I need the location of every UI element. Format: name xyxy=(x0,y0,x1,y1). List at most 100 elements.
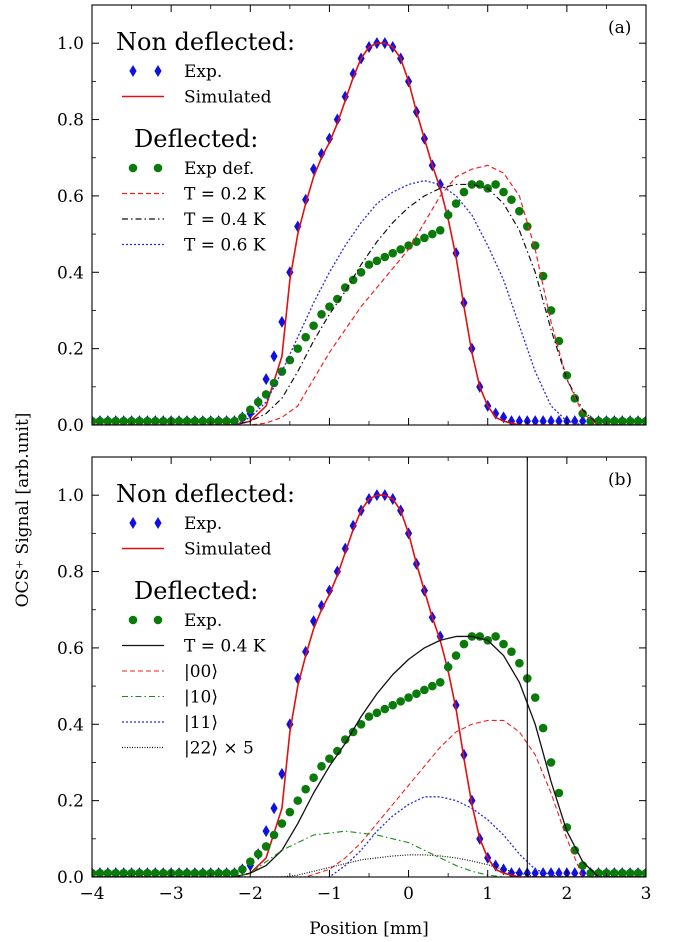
panel-b-series-exp-point-22 xyxy=(262,825,270,838)
panel-b-ytick-label-4: 0.8 xyxy=(57,563,84,583)
panel-b-series-exp-point-62 xyxy=(579,867,587,877)
panel-a-series-exp_def-point-45 xyxy=(443,210,453,220)
panel-b-xtick-label-3: −1 xyxy=(317,884,342,904)
panel-b-series-exp_def-point-45 xyxy=(443,662,453,672)
panel-b-series-exp_def-point-19 xyxy=(238,865,247,874)
panel-a-series-exp_def-point-32 xyxy=(340,283,350,292)
panel-a-series-exp_def-point-40 xyxy=(404,241,413,250)
panel-a-series-exp_def-point-5 xyxy=(127,416,136,425)
panel-a-legend-entry-1-3-label: T = 0.6 K xyxy=(184,236,266,256)
panel-b-legend-entry-0-0-swatch-point-0 xyxy=(129,517,137,529)
panel-a-series-exp_def-point-25 xyxy=(285,355,295,365)
panel-b-series-exp_def-point-18 xyxy=(230,868,239,877)
panel-b-series-exp_def-point-67 xyxy=(617,868,627,877)
panel-b-series-exp_def-point-40 xyxy=(404,693,413,702)
panel-b-series-s00-line xyxy=(92,719,646,877)
panel-a-legend-entry-1-0: Exp def. xyxy=(128,159,254,179)
panel-b-xtick-label-7: 3 xyxy=(641,884,652,904)
panel-a-series-exp-point-62 xyxy=(579,415,587,425)
panel-b-series-exp_def-point-22 xyxy=(261,842,271,851)
y-axis-title: OCS⁺ Signal [arb.unit] xyxy=(13,413,33,608)
panel-b-series-exp-point-25 xyxy=(286,718,294,731)
panel-b-series-t04-line xyxy=(92,635,646,877)
panel-b-legend-entry-1-4: |11⟩ xyxy=(122,713,218,733)
panel-b-series-exp_def-point-15 xyxy=(206,868,216,877)
panel-a-legend: Non deflected: Exp. Simulated Deflected: Exp… xyxy=(116,28,295,256)
panel-b-label: (b) xyxy=(608,470,632,490)
panel-b-legend-group-title-0: Non deflected: xyxy=(116,480,295,508)
panel-b-ytick-label-3: 0.6 xyxy=(57,639,84,659)
panel-b-legend-entry-1-4-label: |11⟩ xyxy=(184,713,218,733)
panel-a-legend-entry-0-1-label: Simulated xyxy=(184,88,272,108)
panel-b-series-exp_def-point-27 xyxy=(301,784,310,794)
panel-a-series-exp_def-point-55 xyxy=(522,222,532,231)
panel-a-series-exp-point-51 xyxy=(492,407,500,420)
panel-a-series-exp_def-point-19 xyxy=(238,413,247,422)
panel-b-series-exp_def-point-37 xyxy=(380,704,390,714)
panel-b-series-exp-point-23 xyxy=(270,802,278,815)
panel-a-legend-entry-1-0-swatch-point-0 xyxy=(128,163,138,173)
panel-b-series-exp_def-point-1 xyxy=(95,868,105,877)
panel-a-series-simulated-line xyxy=(92,42,646,425)
panel-b-legend-entry-1-3: |10⟩ xyxy=(122,688,218,708)
panel-a-series-exp_def-point-20 xyxy=(245,405,255,415)
panel-b-series-exp_def-point-12 xyxy=(182,868,192,877)
panel-b-series-exp-point-30 xyxy=(325,584,334,597)
panel-a-ytick-label-4: 0.8 xyxy=(57,111,84,131)
panel-a-series-exp_def-point-53 xyxy=(507,195,516,205)
panel-a-series-exp_def-point-15 xyxy=(206,416,216,425)
panel-b-chart: 0.0 0.2 0.4 0.6 0.8 1.0 −4 −3 −2 −1 0 1 2 3 (b) Non def… xyxy=(57,456,652,904)
panel-a-series-exp_def-point-42 xyxy=(420,233,429,243)
panel-a-series-exp_def-point-21 xyxy=(253,397,263,407)
panel-b-ytick-label-0: 0.0 xyxy=(57,868,84,888)
panel-a-legend-entry-0-0: Exp. xyxy=(129,62,222,82)
panel-b-ytick-label-5: 1.0 xyxy=(57,486,84,506)
panel-a-series-exp-point-58 xyxy=(547,415,555,425)
panel-a-series-exp_def-point-1 xyxy=(95,416,105,425)
panel-b-series-exp_def-point-25 xyxy=(285,807,295,817)
panel-b-legend-entry-0-0: Exp. xyxy=(129,514,222,534)
panel-b-series-exp_def-point-34 xyxy=(356,719,366,729)
panel-b-legend-entry-1-2-label: |00⟩ xyxy=(184,662,218,682)
panel-b-series-exp_def-point-56 xyxy=(530,693,540,702)
panel-b-series-exp_def-point-35 xyxy=(364,712,374,721)
panel-b-series-exp_def-point-58 xyxy=(546,758,556,767)
panel-b-series-exp-point-59 xyxy=(555,867,563,877)
panel-b-legend-entry-1-5: |22⟩ × 5 xyxy=(122,739,254,759)
panel-a-ytick-label-3: 0.6 xyxy=(57,187,84,207)
panel-a-series-exp_def-point-44 xyxy=(435,225,445,235)
panel-a-series-exp_def-point-47 xyxy=(459,187,469,197)
panel-a-series-exp-point-22 xyxy=(262,373,270,386)
panel-b-series-exp_def-point-17 xyxy=(222,868,231,877)
panel-b-legend-entry-1-5-label: |22⟩ × 5 xyxy=(184,739,254,759)
panel-a-series-exp_def-point-36 xyxy=(372,256,382,266)
panel-b-plot-area xyxy=(92,489,646,877)
panel-b-series-exp_def-point-36 xyxy=(372,708,382,718)
panel-b-series-exp_def-point-57 xyxy=(538,723,548,733)
panel-a-series-exp_def-point-37 xyxy=(380,252,390,262)
panel-a-legend-entry-1-1: T = 0.2 K xyxy=(122,185,266,205)
panel-a-series-exp_def-point-13 xyxy=(190,416,200,425)
panel-a-series-exp_def-point-67 xyxy=(617,416,627,425)
panel-b-series-exp_def-point-66 xyxy=(610,868,619,877)
panel-b-series-exp_def-point-5 xyxy=(127,868,136,877)
panel-b-legend-entry-0-0-label: Exp. xyxy=(184,514,222,534)
panel-a-series-exp-point-24 xyxy=(278,315,286,328)
panel-a-series-exp_def-point-35 xyxy=(364,260,374,269)
panel-b-series-exp_def-point-4 xyxy=(119,868,128,877)
panel-b-series-exp_def-point-30 xyxy=(325,754,334,763)
panel-a-legend-entry-0-1: Simulated xyxy=(122,88,272,108)
panel-b-series-exp_def-point-21 xyxy=(253,849,263,859)
panel-b-series-exp_def-point-41 xyxy=(412,689,421,699)
panel-b-xtick-label-1: −3 xyxy=(159,884,184,904)
panel-a-frame xyxy=(91,4,647,426)
panel-a-legend-group-title-1: Deflected: xyxy=(134,125,258,153)
panel-a-series-exp_def-point-17 xyxy=(222,416,231,425)
panel-b-series-exp_def-point-59 xyxy=(554,788,564,798)
panel-a-series-exp-point-27 xyxy=(302,193,310,206)
panel-a-series-t04-line xyxy=(92,183,646,425)
panel-b-series-exp_def-point-43 xyxy=(428,681,437,691)
panel-b-legend-entry-1-1-label: T = 0.4 K xyxy=(184,637,266,657)
panel-b-legend: Non deflected: Exp. Simulated Deflected: Exp… xyxy=(116,480,295,759)
